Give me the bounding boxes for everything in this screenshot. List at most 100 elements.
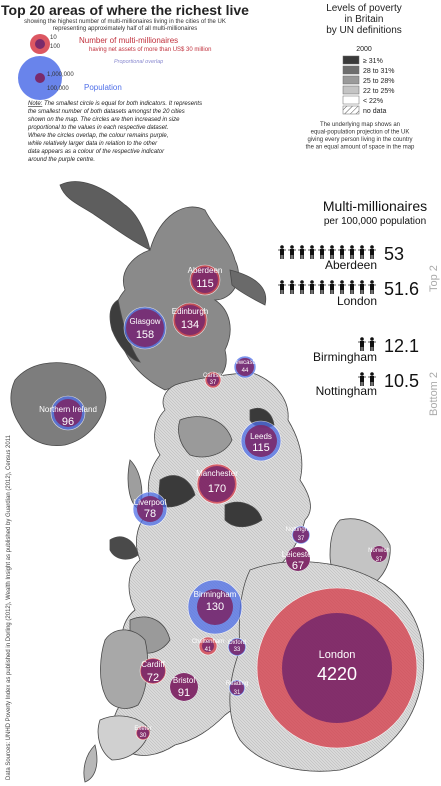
city-circle-overlap xyxy=(126,309,164,347)
person-icon xyxy=(298,280,306,294)
city-circle-overlap xyxy=(236,358,254,376)
city-cheltenham xyxy=(198,636,218,656)
city-oxford xyxy=(227,637,247,657)
land-dark-2 xyxy=(224,501,263,528)
city-circle-overlap xyxy=(230,681,244,695)
person-icon xyxy=(308,280,316,294)
person-icon xyxy=(288,245,296,259)
note-line: while relatively larger data in relation… xyxy=(28,141,158,147)
city-name: Edinburgh xyxy=(172,307,208,316)
legend-mm-small-label: 10 xyxy=(50,35,57,41)
city-name: Cheltenham xyxy=(192,639,224,645)
poverty-swatch xyxy=(342,85,360,95)
city-name: Birmingham xyxy=(194,590,237,599)
poverty-label: no data xyxy=(363,108,386,115)
poverty-swatch xyxy=(342,55,360,65)
person-icon xyxy=(358,245,366,259)
city-name: Manchester xyxy=(196,469,238,478)
land-fringe xyxy=(229,269,267,306)
city-name: Aberdeen xyxy=(188,266,223,275)
city-name: London xyxy=(319,649,356,661)
city-name: Cardiff xyxy=(141,660,165,669)
city-edinburgh xyxy=(172,302,208,338)
person-icon xyxy=(348,280,356,294)
note-line: proportional to the values in each respe… xyxy=(27,125,168,131)
person-icon xyxy=(338,245,346,259)
poverty-description: The underlying map shows an xyxy=(320,122,400,128)
city-circle-overlap xyxy=(137,496,163,522)
person-icon xyxy=(358,280,366,294)
city-london xyxy=(256,587,418,749)
poverty-label: 25 to 28% xyxy=(363,78,395,85)
city-birmingham xyxy=(187,579,243,635)
ranking-subtitle: per 100,000 population xyxy=(324,216,426,227)
note-line: around the purple centre. xyxy=(28,157,95,163)
city-nottingham xyxy=(291,525,311,545)
city-value: 91 xyxy=(178,687,190,699)
city-value: 41 xyxy=(205,647,212,653)
chart-subtitle-2: representing approximately half of all m… xyxy=(53,26,197,32)
ranking-name: Birmingham xyxy=(313,350,377,364)
size-legend: 10 100 Number of multi-millionaires havi… xyxy=(18,34,211,100)
city-cardiff xyxy=(139,657,167,685)
ranking-value: 10.5 xyxy=(384,371,419,391)
land-tail xyxy=(83,744,98,783)
city-name: Reading xyxy=(226,681,248,687)
person-icon xyxy=(368,372,376,386)
poverty-swatch xyxy=(342,75,360,85)
poverty-description: giving every person living in the countr… xyxy=(307,137,412,143)
city-value: 33 xyxy=(234,647,241,653)
ranking-value: 51.6 xyxy=(384,279,419,299)
poverty-description: the an equal amount of space in the map xyxy=(306,145,415,151)
poverty-swatch xyxy=(342,105,360,115)
city-circle-overlap xyxy=(229,639,245,655)
legend-mm-title: Number of multi-millionaires xyxy=(79,36,178,45)
person-icon xyxy=(358,337,366,351)
city-reading xyxy=(228,679,246,697)
person-icon xyxy=(328,245,336,259)
legend-mm-large-label: 100 xyxy=(50,44,61,50)
city-labels: Aberdeen 115 Glasgow 158 Edinburgh 134 Newcast… xyxy=(39,266,390,739)
city-value: 72 xyxy=(147,672,159,684)
city-circle-overlap xyxy=(286,547,310,571)
ranking-name: London xyxy=(337,294,377,308)
person-icon xyxy=(368,337,376,351)
city-leicester xyxy=(285,546,311,572)
poverty-swatch xyxy=(342,95,360,105)
city-circle-overlap xyxy=(141,659,165,683)
poverty-year: 2000 xyxy=(356,46,372,53)
city-circles xyxy=(50,264,418,749)
ranking-title: Multi-millionaires xyxy=(323,198,427,214)
legend-mm-sub: having net assets of more than US$ 30 mi… xyxy=(89,47,211,53)
city-value: 134 xyxy=(181,319,199,331)
person-icon xyxy=(278,245,286,259)
ranking-value: 12.1 xyxy=(384,336,419,356)
land-wales xyxy=(100,629,149,709)
person-icon xyxy=(288,280,296,294)
city-value: 31 xyxy=(234,690,241,696)
city-name: Northern Ireland xyxy=(39,405,97,414)
note-line: the smallest number of both datasets amo… xyxy=(28,109,185,115)
legend-overlap-label: Proportional overlap xyxy=(114,59,163,65)
ranking-name: Nottingham xyxy=(316,384,377,398)
ranking-row: London 51.6 xyxy=(278,279,419,308)
note-label: Note: xyxy=(28,101,43,107)
ranking-value: 53 xyxy=(384,244,404,264)
note-line: Note: The smallest circle is equal for b… xyxy=(28,101,202,107)
city-value: 158 xyxy=(136,329,154,341)
land-south-west xyxy=(97,715,151,761)
legend-pop-title: Population xyxy=(84,83,122,92)
data-source: Data Sources: UNHD Poverty Index as publ… xyxy=(6,434,12,780)
city-value: 67 xyxy=(292,560,304,572)
poverty-title: by UN definitions xyxy=(326,25,402,36)
city-value: 37 xyxy=(298,536,305,542)
ranking-panel: Multi-millionaires per 100,000 population… xyxy=(278,198,440,416)
city-circle-overlap xyxy=(192,267,218,293)
city-circle-overlap xyxy=(197,589,233,625)
city-circle-overlap xyxy=(371,546,387,562)
city-circle-overlap xyxy=(282,613,392,723)
city-newcastle xyxy=(233,355,257,379)
city-norwich xyxy=(370,545,388,563)
poverty-title: Levels of poverty xyxy=(326,3,402,14)
